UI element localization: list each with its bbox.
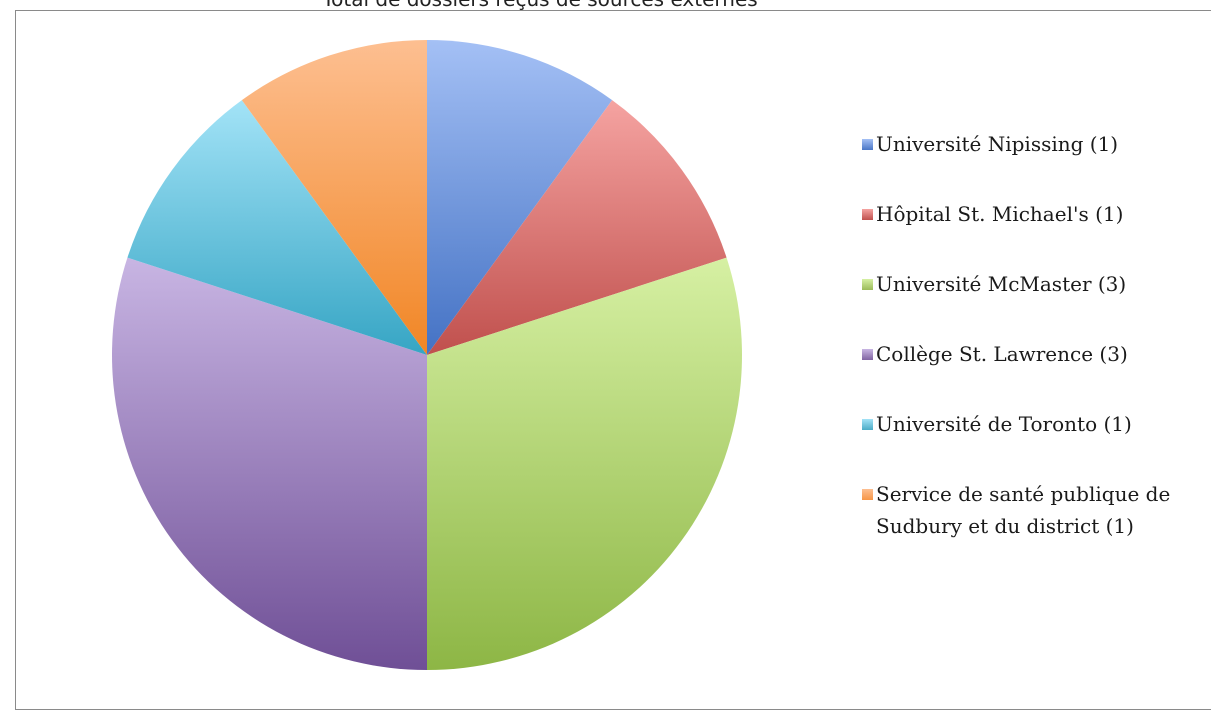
- legend-swatch: [862, 489, 873, 500]
- chart-legend: Université Nipissing (1) Hôpital St. Mic…: [862, 128, 1207, 580]
- legend-item: Université Nipissing (1): [862, 128, 1207, 160]
- pie-slice: [427, 100, 727, 355]
- chart-title: Total de dossiers reçus de sources exter…: [0, 0, 1080, 11]
- legend-label: Université de Toronto (1): [876, 412, 1132, 436]
- legend-label: Université Nipissing (1): [876, 132, 1119, 156]
- legend-item: Service de santé publique de Sudbury et …: [862, 478, 1207, 542]
- pie-chart: [112, 39, 742, 670]
- legend-swatch: [862, 349, 873, 360]
- legend-swatch: [862, 419, 873, 430]
- legend-item: Collège St. Lawrence (3): [862, 338, 1207, 370]
- legend-swatch: [862, 139, 873, 150]
- pie-slice: [427, 257, 742, 670]
- pie-slice: [241, 39, 427, 355]
- legend-swatch: [862, 209, 873, 220]
- pie-slice: [127, 100, 428, 355]
- legend-item: Université de Toronto (1): [862, 408, 1207, 440]
- legend-label: Université McMaster (3): [876, 272, 1127, 296]
- legend-swatch: [862, 279, 873, 290]
- pie-slice: [427, 40, 613, 355]
- legend-item: Université McMaster (3): [862, 268, 1207, 300]
- pie-slice: [112, 257, 428, 670]
- legend-item: Hôpital St. Michael's (1): [862, 198, 1207, 230]
- legend-label: Service de santé publique de Sudbury et …: [876, 482, 1171, 538]
- legend-label: Collège St. Lawrence (3): [876, 342, 1128, 366]
- legend-label: Hôpital St. Michael's (1): [876, 202, 1124, 226]
